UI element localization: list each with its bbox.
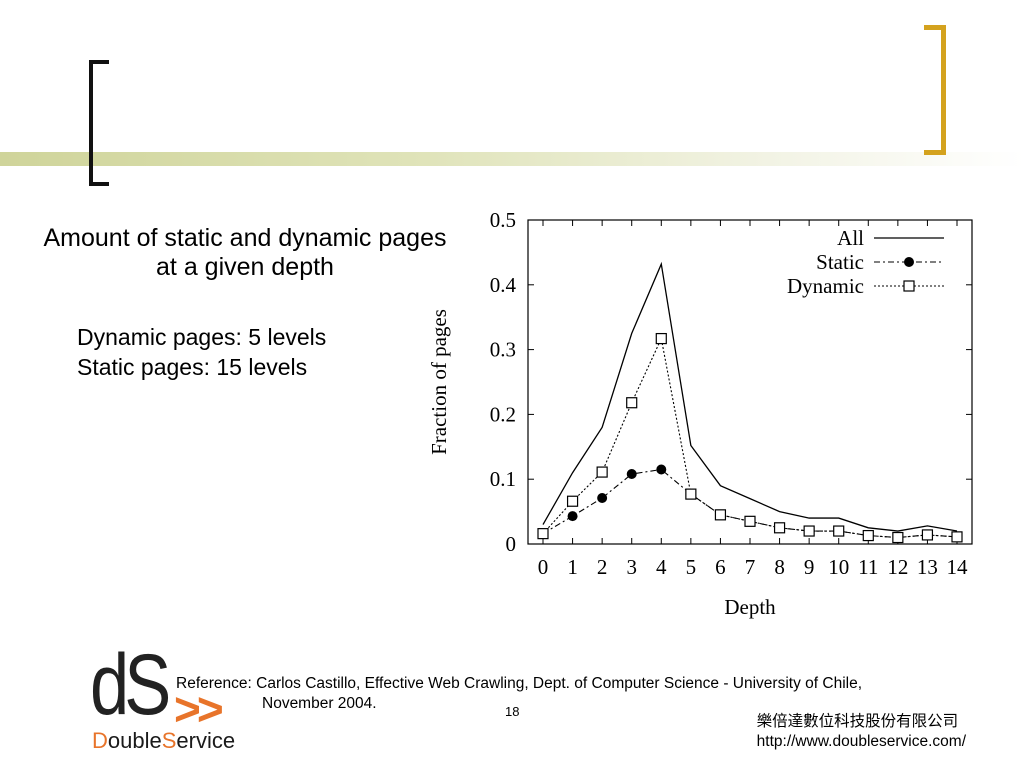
x-tick-label: 5 <box>686 555 697 579</box>
logo-arrows-icon: >> <box>174 683 224 735</box>
dynamic-point <box>626 397 638 409</box>
bullet-list: Dynamic pages: 5 levels Static pages: 15… <box>77 322 326 382</box>
dynamic-point <box>537 528 549 540</box>
company-url[interactable]: http://www.doubleservice.com/ <box>756 733 966 750</box>
dynamic-point <box>833 525 845 537</box>
legend-label-dynamic: Dynamic <box>787 274 864 298</box>
x-axis-label: Depth <box>724 595 776 619</box>
x-tick-label: 12 <box>887 555 908 579</box>
dynamic-point <box>685 488 697 500</box>
dynamic-point <box>744 515 756 527</box>
x-tick-label: 1 <box>567 555 578 579</box>
slide-title: Amount of static and dynamic pages at a … <box>43 224 447 281</box>
reference-line-1: Reference: Carlos Castillo, Effective We… <box>176 675 863 692</box>
company-name: 樂倍達數位科技股份有限公司 <box>756 713 959 730</box>
y-tick-label: 0.5 <box>490 208 516 232</box>
dynamic-point <box>655 332 667 345</box>
x-tick-label: 11 <box>858 555 878 579</box>
logo-mark: dS <box>90 637 171 733</box>
dynamic-point <box>596 466 608 478</box>
x-tick-label: 7 <box>745 555 756 579</box>
x-tick-label: 3 <box>626 555 637 579</box>
x-tick-label: 10 <box>828 555 849 579</box>
y-axis-label: Fraction of pages <box>427 309 451 455</box>
logo-wordmark: DoubleService <box>92 728 236 753</box>
y-tick-label: 0.3 <box>490 338 516 362</box>
dynamic-point <box>773 522 786 534</box>
doubleservice-logo: dS >> DoubleService <box>90 642 260 758</box>
dynamic-point <box>714 509 727 521</box>
static-point <box>567 511 578 522</box>
reference-line-2: November 2004. <box>262 695 377 712</box>
plot-frame <box>527 219 973 545</box>
y-tick-label: 0 <box>506 532 517 556</box>
dynamic-point <box>951 531 963 543</box>
legend-dynamic-marker <box>903 280 915 292</box>
dynamic-point <box>566 495 579 507</box>
y-tick-label: 0.4 <box>490 273 517 297</box>
legend-label-static: Static <box>816 250 864 274</box>
header-accent-bar <box>0 152 1024 166</box>
static-point <box>597 492 608 503</box>
series-line-all <box>542 261 958 532</box>
x-tick-label: 6 <box>715 555 726 579</box>
static-point <box>656 464 667 475</box>
series-line-static <box>542 468 958 539</box>
company-info: 樂倍達數位科技股份有限公司 http://www.doubleservice.c… <box>757 712 966 752</box>
x-tick-label: 14 <box>947 555 969 579</box>
legend-static-marker <box>904 257 914 267</box>
x-tick-label: 2 <box>597 555 608 579</box>
left-bracket-decoration <box>89 60 109 186</box>
right-bracket-decoration <box>924 25 946 155</box>
dynamic-point <box>803 525 815 537</box>
x-tick-label: 13 <box>917 555 938 579</box>
x-tick-label: 0 <box>538 555 549 579</box>
bullet-dynamic-levels: Dynamic pages: 5 levels <box>77 324 327 350</box>
dynamic-point <box>921 529 934 541</box>
dynamic-point <box>862 529 874 542</box>
x-tick-label: 4 <box>656 555 667 579</box>
legend-label-all: All <box>837 226 864 250</box>
y-tick-label: 0.2 <box>490 402 516 426</box>
static-point <box>626 469 637 480</box>
bullet-static-levels: Static pages: 15 levels <box>77 354 308 380</box>
depth-fraction-chart: 00.10.20.30.40.50 1 2 3 4 5 6 7 8 9 10 11 12 13 14Dept… <box>427 208 973 619</box>
reference-note: Reference: Carlos Castillo, Effective We… <box>176 674 946 714</box>
y-tick-label: 0.1 <box>490 467 516 491</box>
page-number: 18 <box>505 704 520 719</box>
x-tick-label: 8 <box>774 555 785 579</box>
x-tick-label: 9 <box>804 555 815 579</box>
series-line-dynamic <box>542 336 958 539</box>
dynamic-point <box>892 531 904 544</box>
